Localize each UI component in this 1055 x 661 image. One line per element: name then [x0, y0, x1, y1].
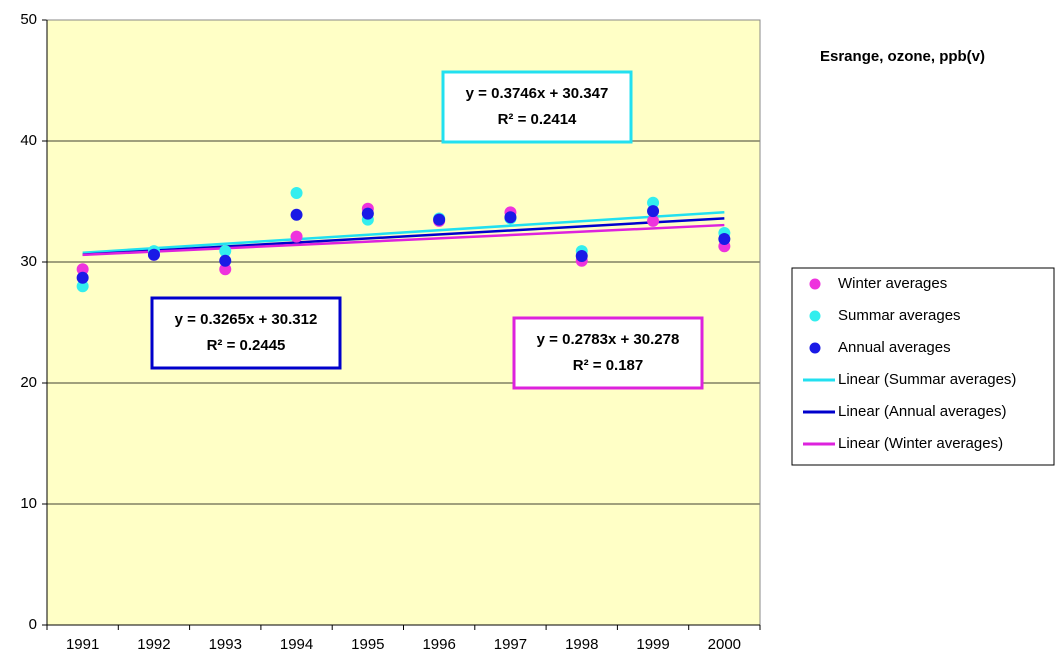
x-tick-label: 1995 [351, 636, 384, 653]
trend-equation: y = 0.2783x + 30.278 [537, 331, 680, 348]
data-point [76, 271, 89, 284]
data-point [361, 207, 374, 220]
data-point [647, 214, 660, 227]
trend-r2: R² = 0.2445 [207, 337, 286, 354]
y-tick-label: 10 [20, 495, 37, 512]
data-point [147, 248, 160, 261]
x-tick-label: 1997 [494, 636, 527, 653]
equation-box [150, 296, 342, 370]
data-point [290, 230, 303, 243]
data-point [76, 280, 89, 293]
y-tick-label: 20 [20, 374, 37, 391]
legend-label: Linear (Summar averages) [838, 371, 1016, 388]
data-point [504, 211, 517, 224]
trend-equation: y = 0.3265x + 30.312 [175, 311, 318, 328]
legend-marker [809, 278, 821, 290]
data-point [647, 205, 660, 218]
x-tick-label: 1994 [280, 636, 313, 653]
data-point [219, 263, 232, 276]
legend-box [791, 267, 1055, 466]
legend-label: Linear (Annual averages) [838, 403, 1006, 420]
chart-title: Esrange, ozone, ppb(v) [820, 48, 985, 65]
trendline [82, 223, 725, 257]
trend-r2: R² = 0.187 [573, 357, 643, 374]
trend-equation: y = 0.3746x + 30.347 [466, 85, 609, 102]
data-point [718, 233, 731, 246]
equation-box [441, 70, 633, 144]
legend-label: Linear (Winter averages) [838, 435, 1003, 452]
x-tick-label: 1996 [422, 636, 455, 653]
data-point [433, 213, 446, 226]
trend-r2: R² = 0.2414 [498, 111, 577, 128]
data-point [575, 249, 588, 262]
x-tick-label: 1999 [636, 636, 669, 653]
x-tick-label: 1993 [209, 636, 242, 653]
data-point [219, 245, 232, 258]
y-tick-label: 40 [20, 132, 37, 149]
equation-box [512, 316, 704, 390]
legend-marker [809, 342, 821, 354]
legend-label: Annual averages [838, 339, 951, 356]
x-tick-label: 1991 [66, 636, 99, 653]
legend-label: Winter averages [838, 275, 947, 292]
y-tick-label: 30 [20, 253, 37, 270]
data-point [290, 187, 303, 200]
y-tick-label: 0 [29, 616, 37, 633]
x-tick-label: 1998 [565, 636, 598, 653]
data-point [647, 196, 660, 209]
data-point [290, 208, 303, 221]
data-point [76, 263, 89, 276]
legend-marker [809, 310, 821, 322]
legend-label: Summar averages [838, 307, 961, 324]
trendline [82, 210, 725, 254]
x-tick-label: 1992 [137, 636, 170, 653]
trendline [82, 217, 725, 256]
data-point [219, 254, 232, 267]
y-tick-label: 50 [20, 11, 37, 28]
x-tick-label: 2000 [708, 636, 741, 653]
